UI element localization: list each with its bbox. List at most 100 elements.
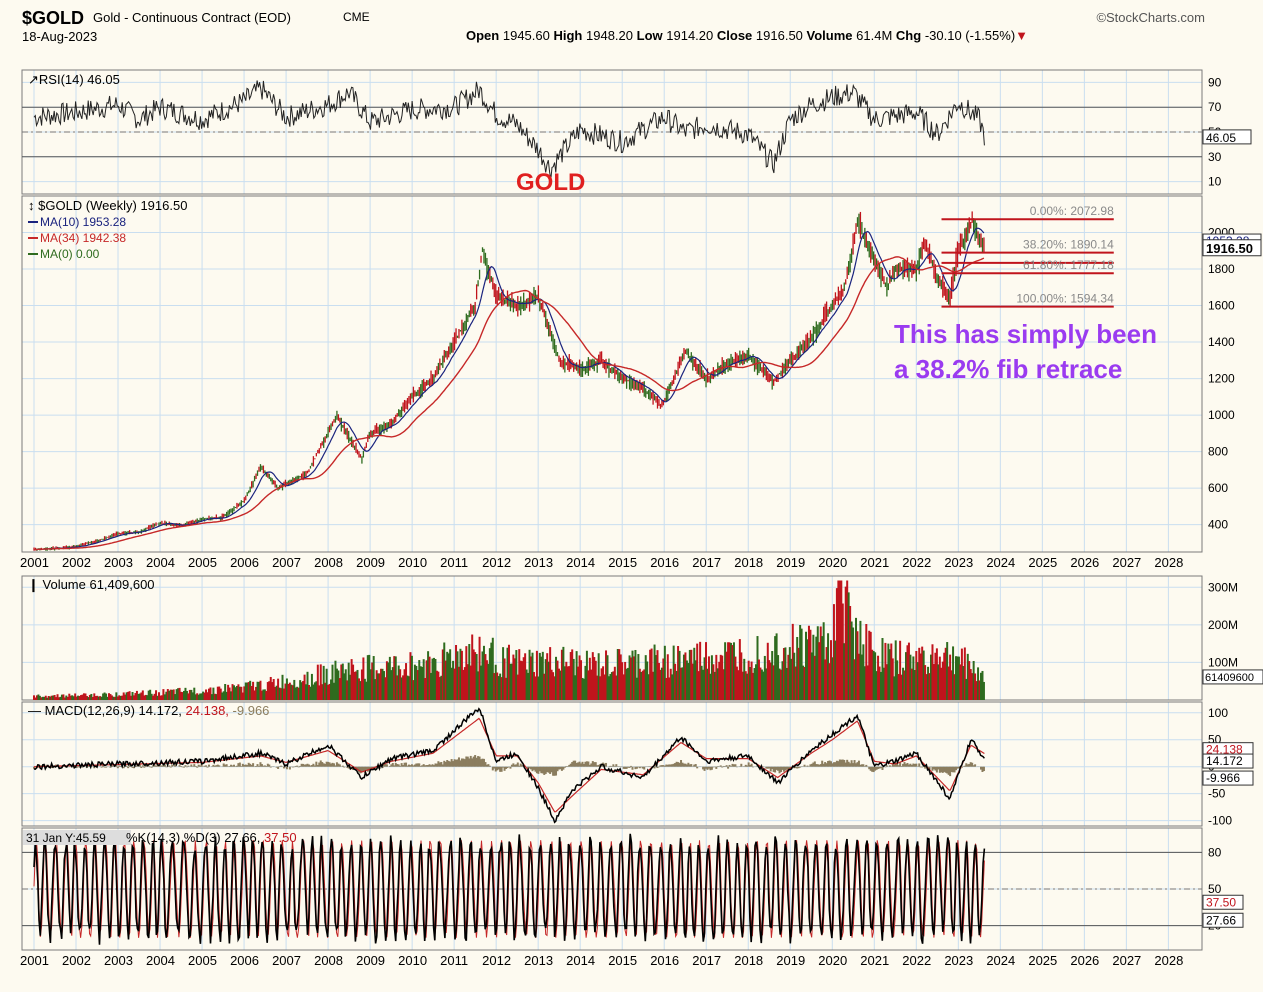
panel-macd-frame: [21, 701, 1203, 827]
watermark[interactable]: ©StockCharts.com: [1096, 10, 1205, 25]
y-tick-rsi: 30: [1208, 150, 1222, 164]
chart-date: 18-Aug-2023: [22, 29, 98, 44]
x-tick-year: 2013: [524, 953, 553, 968]
close-label: Close: [716, 28, 753, 43]
y-tick-macd: 100: [1208, 706, 1228, 720]
x-tick-year: 2025: [1028, 953, 1057, 968]
x-tick-year: 2007: [272, 555, 301, 570]
macd-legend-signal: 24.138,: [186, 703, 233, 718]
x-tick-year: 2006: [230, 953, 259, 968]
ma34-line: [34, 256, 985, 551]
panel-price-frame: [21, 195, 1203, 553]
open-label: Open: [466, 28, 500, 43]
x-tick-year: 2009: [356, 953, 385, 968]
fib-level-label: 100.00%: 1594.34: [1016, 292, 1114, 306]
volume-value: 61.4M: [856, 28, 893, 43]
y-tick-volume: 100M: [1208, 655, 1238, 669]
x-tick-year: 2013: [524, 555, 553, 570]
x-tick-year: 2028: [1154, 953, 1183, 968]
rsi-value-tag-text: 46.05: [1206, 131, 1236, 145]
y-tick-price: 1800: [1208, 262, 1235, 276]
y-tick-price: 600: [1208, 481, 1228, 495]
x-tick-year: 2015: [608, 555, 637, 570]
price-value-tag-text: 1916.50: [1206, 241, 1253, 256]
macd-legend-value: 14.172,: [139, 703, 186, 718]
instrument-name: Gold - Continuous Contract (EOD): [93, 10, 291, 25]
x-tick-year: 2012: [482, 555, 511, 570]
ohlc-bar: Open 1945.60 High 1948.20 Low 1914.20 Cl…: [466, 28, 1028, 43]
x-tick-year: 2026: [1070, 555, 1099, 570]
open-value: 1945.60: [502, 28, 550, 43]
x-tick-year: 2021: [860, 555, 889, 570]
high-label: High: [553, 28, 583, 43]
y-tick-price: 1400: [1208, 335, 1235, 349]
chart-header: $GOLD Gold - Continuous Contract (EOD) C…: [22, 6, 1205, 46]
x-tick-year: 2006: [230, 555, 259, 570]
x-tick-year: 2010: [398, 953, 427, 968]
x-tick-year: 2021: [860, 953, 889, 968]
x-tick-year: 2007: [272, 953, 301, 968]
price-legend: ↕ $GOLD (Weekly) 1916.50: [28, 198, 187, 213]
close-value: 1916.50: [755, 28, 803, 43]
panel-macd-bg: [22, 702, 1202, 826]
x-tick-year: 2008: [314, 555, 343, 570]
y-tick-price: 1600: [1208, 299, 1235, 313]
x-tick-year: 2002: [62, 555, 91, 570]
rsi-value-tag: [1202, 129, 1252, 145]
x-tick-year: 2023: [944, 953, 973, 968]
volume-value-tag-text: 61409600: [1205, 672, 1254, 684]
y-tick-price: 800: [1208, 445, 1228, 459]
x-tick-year: 2005: [188, 953, 217, 968]
x-tick-year: 2011: [440, 555, 468, 570]
y-tick-price: 1200: [1208, 372, 1235, 386]
y-tick-volume: 300M: [1208, 580, 1238, 594]
x-tick-year: 2016: [650, 555, 679, 570]
price-value-tag: [1202, 239, 1262, 257]
ma-legend-0: MA(10) 1953.28: [40, 215, 126, 229]
x-tick-year: 2009: [356, 555, 385, 570]
chg-value: -30.10 (-1.55%): [924, 28, 1016, 43]
volume-legend: ❙ Volume 61,409,600: [28, 577, 155, 593]
x-tick-year: 2016: [650, 953, 679, 968]
x-tick-year: 2001: [20, 953, 49, 968]
stoch-value-tag: [1202, 912, 1244, 928]
macd-line: [33, 707, 985, 824]
ma-legend-1: MA(34) 1942.38: [40, 231, 126, 245]
fib-level-label: 0.00%: 2072.98: [1030, 204, 1114, 218]
x-tick-year: 2020: [818, 555, 847, 570]
x-tick-year: 2028: [1154, 555, 1183, 570]
ma10-line: [34, 227, 985, 551]
x-tick-year: 2022: [902, 953, 931, 968]
y-tick-stochastic: 50: [1208, 882, 1222, 896]
symbol[interactable]: $GOLD: [22, 8, 85, 28]
fib-level-label: 38.20%: 1890.14: [1023, 238, 1114, 252]
stoch-legend-d-value: 37.50: [264, 830, 297, 845]
x-tick-year: 2018: [734, 953, 763, 968]
macd-value-tag: [1202, 770, 1254, 786]
x-tick-year: 2027: [1112, 555, 1141, 570]
low-label: Low: [636, 28, 663, 43]
x-tick-year: 2027: [1112, 953, 1141, 968]
low-value: 1914.20: [666, 28, 714, 43]
rsi-line: [33, 80, 985, 180]
macd-value-tag: [1202, 753, 1254, 769]
volume-label: Volume: [806, 28, 853, 43]
y-tick-price: 1000: [1208, 408, 1235, 422]
stoch-value-tag-text: 27.66: [1206, 913, 1236, 927]
panel-price-bg: [22, 196, 1202, 552]
stoch-value-tag-text: 37.50: [1206, 895, 1236, 909]
stoch-k-line: [33, 833, 986, 945]
y-tick-macd: -50: [1208, 787, 1226, 801]
x-tick-year: 2017: [692, 555, 721, 570]
x-tick-year: 2012: [482, 953, 511, 968]
x-tick-year: 2003: [104, 555, 133, 570]
x-tick-year: 2010: [398, 555, 427, 570]
annotation-note-line1: This has simply been: [894, 319, 1157, 349]
x-tick-year: 2014: [566, 953, 595, 968]
x-tick-year: 2008: [314, 953, 343, 968]
x-tick-year: 2003: [104, 953, 133, 968]
stoch-value-tag: [1202, 894, 1244, 910]
y-tick-volume: 200M: [1208, 618, 1238, 632]
x-tick-year: 2001: [20, 555, 49, 570]
macd-value-tag-text: -9.966: [1206, 771, 1240, 785]
